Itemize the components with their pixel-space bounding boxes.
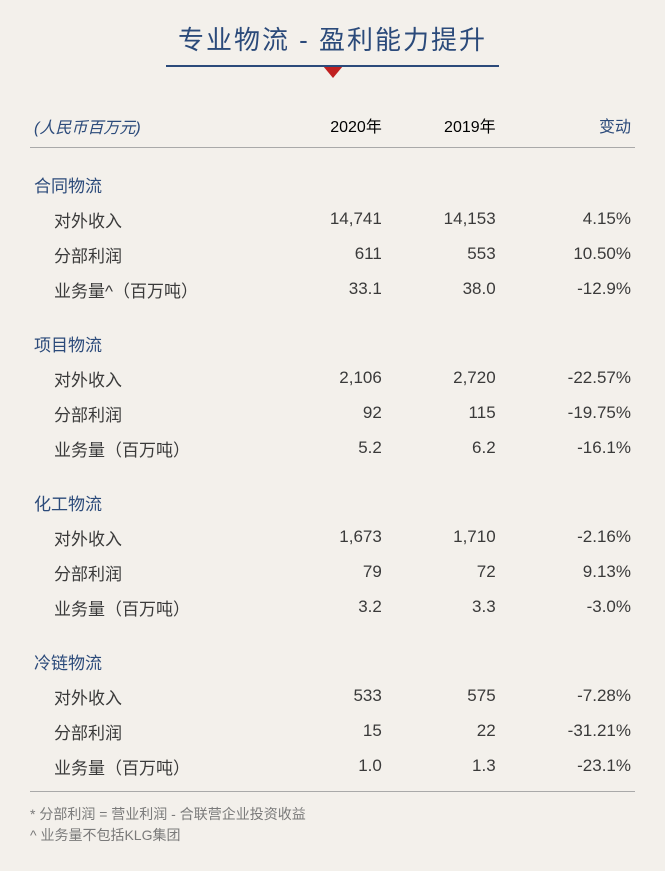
cell-2019: 3.3 xyxy=(386,590,500,625)
cell-2020: 3.2 xyxy=(272,590,386,625)
col-header-change: 变动 xyxy=(500,108,635,148)
table-row: 分部利润1522-31.21% xyxy=(30,714,635,749)
cell-2019: 1.3 xyxy=(386,749,500,792)
row-label: 对外收入 xyxy=(30,679,272,714)
cell-2020: 2,106 xyxy=(272,361,386,396)
row-label: 业务量（百万吨） xyxy=(30,590,272,625)
cell-2020: 1.0 xyxy=(272,749,386,792)
title-triangle-icon xyxy=(323,66,343,78)
row-label: 分部利润 xyxy=(30,396,272,431)
slide-title: 专业物流 - 盈利能力提升 xyxy=(166,20,499,67)
cell-change: -19.75% xyxy=(500,396,635,431)
cell-change: -16.1% xyxy=(500,431,635,466)
table-row: 业务量^（百万吨）33.138.0-12.9% xyxy=(30,272,635,307)
table-row: 业务量（百万吨）5.26.2-16.1% xyxy=(30,431,635,466)
cell-change: -31.21% xyxy=(500,714,635,749)
table-row: 对外收入2,1062,720-22.57% xyxy=(30,361,635,396)
cell-change: -22.57% xyxy=(500,361,635,396)
section-1-title: 项目物流 xyxy=(30,321,635,361)
cell-change: -23.1% xyxy=(500,749,635,792)
section-0-title: 合同物流 xyxy=(30,162,635,202)
table-row: 分部利润79729.13% xyxy=(30,555,635,590)
cell-change: -7.28% xyxy=(500,679,635,714)
cell-2020: 15 xyxy=(272,714,386,749)
footnote-0: * 分部利润 = 营业利润 - 合联营企业投资收益 xyxy=(30,804,635,825)
section-2-title: 化工物流 xyxy=(30,480,635,520)
cell-change: 9.13% xyxy=(500,555,635,590)
cell-change: -3.0% xyxy=(500,590,635,625)
table-row: 业务量（百万吨）3.23.3-3.0% xyxy=(30,590,635,625)
cell-2019: 72 xyxy=(386,555,500,590)
table-body: 合同物流对外收入14,74114,1534.15%分部利润61155310.50… xyxy=(30,148,635,792)
row-label: 业务量（百万吨） xyxy=(30,749,272,792)
slide-title-block: 专业物流 - 盈利能力提升 xyxy=(30,20,635,78)
table-row: 对外收入14,74114,1534.15% xyxy=(30,202,635,237)
cell-2020: 14,741 xyxy=(272,202,386,237)
cell-2020: 611 xyxy=(272,237,386,272)
cell-2020: 1,673 xyxy=(272,520,386,555)
row-label: 分部利润 xyxy=(30,555,272,590)
footnotes: * 分部利润 = 营业利润 - 合联营企业投资收益^ 业务量不包括KLG集团 xyxy=(30,804,635,846)
cell-change: -12.9% xyxy=(500,272,635,307)
table-row: 业务量（百万吨）1.01.3-23.1% xyxy=(30,749,635,792)
row-label: 对外收入 xyxy=(30,202,272,237)
cell-change: 10.50% xyxy=(500,237,635,272)
col-header-2019: 2019年 xyxy=(386,108,500,148)
cell-2020: 33.1 xyxy=(272,272,386,307)
cell-2019: 575 xyxy=(386,679,500,714)
cell-2020: 533 xyxy=(272,679,386,714)
row-label: 业务量（百万吨） xyxy=(30,431,272,466)
row-label: 分部利润 xyxy=(30,237,272,272)
cell-2020: 79 xyxy=(272,555,386,590)
row-label: 对外收入 xyxy=(30,520,272,555)
section-3-title: 冷链物流 xyxy=(30,639,635,679)
cell-change: -2.16% xyxy=(500,520,635,555)
table-row: 对外收入533575-7.28% xyxy=(30,679,635,714)
row-label: 业务量^（百万吨） xyxy=(30,272,272,307)
row-label: 分部利润 xyxy=(30,714,272,749)
unit-label: (人民币百万元) xyxy=(30,108,272,148)
row-label: 对外收入 xyxy=(30,361,272,396)
footnote-1: ^ 业务量不包括KLG集团 xyxy=(30,825,635,846)
table-row: 分部利润61155310.50% xyxy=(30,237,635,272)
cell-2019: 115 xyxy=(386,396,500,431)
cell-2019: 553 xyxy=(386,237,500,272)
col-header-2020: 2020年 xyxy=(272,108,386,148)
cell-2019: 22 xyxy=(386,714,500,749)
cell-change: 4.15% xyxy=(500,202,635,237)
cell-2019: 38.0 xyxy=(386,272,500,307)
cell-2019: 6.2 xyxy=(386,431,500,466)
cell-2019: 14,153 xyxy=(386,202,500,237)
table-row: 分部利润92115-19.75% xyxy=(30,396,635,431)
cell-2020: 92 xyxy=(272,396,386,431)
cell-2019: 1,710 xyxy=(386,520,500,555)
table-row: 对外收入1,6731,710-2.16% xyxy=(30,520,635,555)
cell-2019: 2,720 xyxy=(386,361,500,396)
cell-2020: 5.2 xyxy=(272,431,386,466)
financial-table: (人民币百万元) 2020年 2019年 变动 合同物流对外收入14,74114… xyxy=(30,108,635,792)
